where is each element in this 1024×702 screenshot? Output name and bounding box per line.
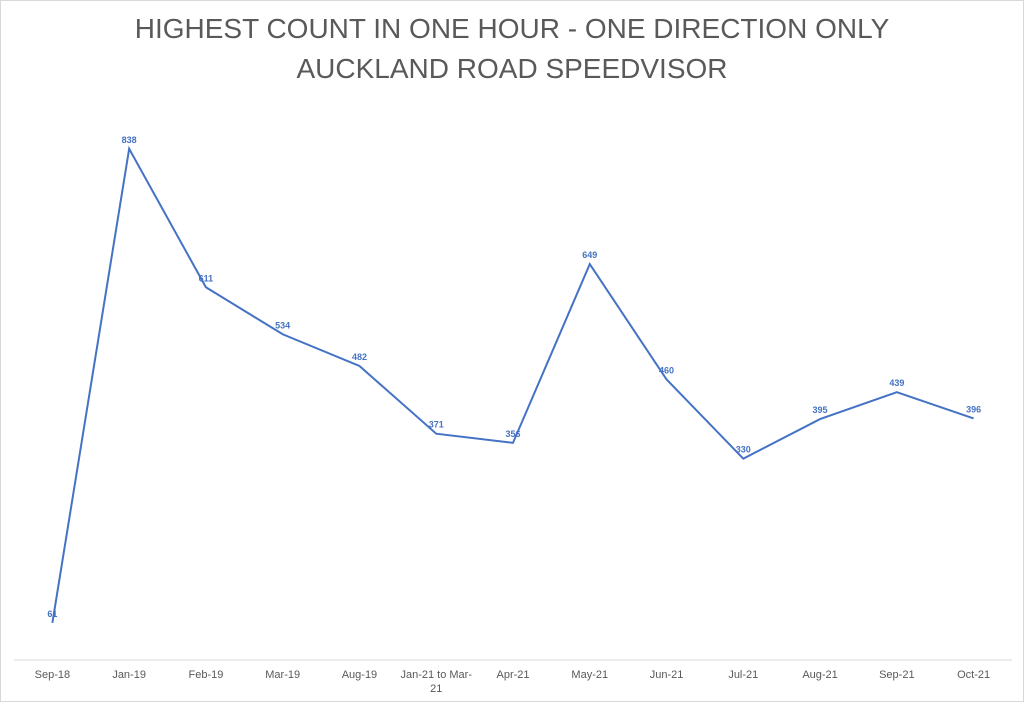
data-label: 838 xyxy=(122,135,137,145)
data-label: 460 xyxy=(659,365,674,375)
data-label: 439 xyxy=(889,378,904,388)
x-tick-label: Sep-18 xyxy=(34,669,71,681)
data-label: 330 xyxy=(736,445,751,455)
x-tick-label: Jan-19 xyxy=(112,669,146,681)
data-label: 534 xyxy=(275,320,290,330)
data-label: 356 xyxy=(505,429,520,439)
data-label: 649 xyxy=(582,250,597,260)
x-tick-label: Jun-21 xyxy=(649,669,684,681)
series-line xyxy=(51,145,974,623)
x-tick-label: Aug-19 xyxy=(341,669,378,681)
x-tick-label: May-21 xyxy=(571,669,609,681)
data-label: 395 xyxy=(813,405,828,415)
data-label: 611 xyxy=(199,273,214,283)
data-label: 482 xyxy=(352,352,367,362)
chart-subtitle: AUCKLAND ROAD SPEEDVISOR xyxy=(296,53,728,84)
x-tick-label: Apr-21 xyxy=(496,669,530,681)
data-label: 371 xyxy=(429,420,444,430)
x-tick-label: Sep-21 xyxy=(879,669,915,681)
chart-title: HIGHEST COUNT IN ONE HOUR - ONE DIRECTIO… xyxy=(134,13,890,44)
x-tick-label: Aug-21 xyxy=(802,669,838,681)
x-tick-label: Mar-19 xyxy=(265,669,301,681)
x-tick-label: Jan-21 to Mar-21 xyxy=(400,669,472,695)
x-tick-label: Oct-21 xyxy=(957,669,991,681)
x-tick-label: Jul-21 xyxy=(728,669,759,681)
x-tick-label: Feb-19 xyxy=(188,669,224,681)
data-label: 61 xyxy=(47,609,57,619)
data-label: 396 xyxy=(966,404,981,414)
